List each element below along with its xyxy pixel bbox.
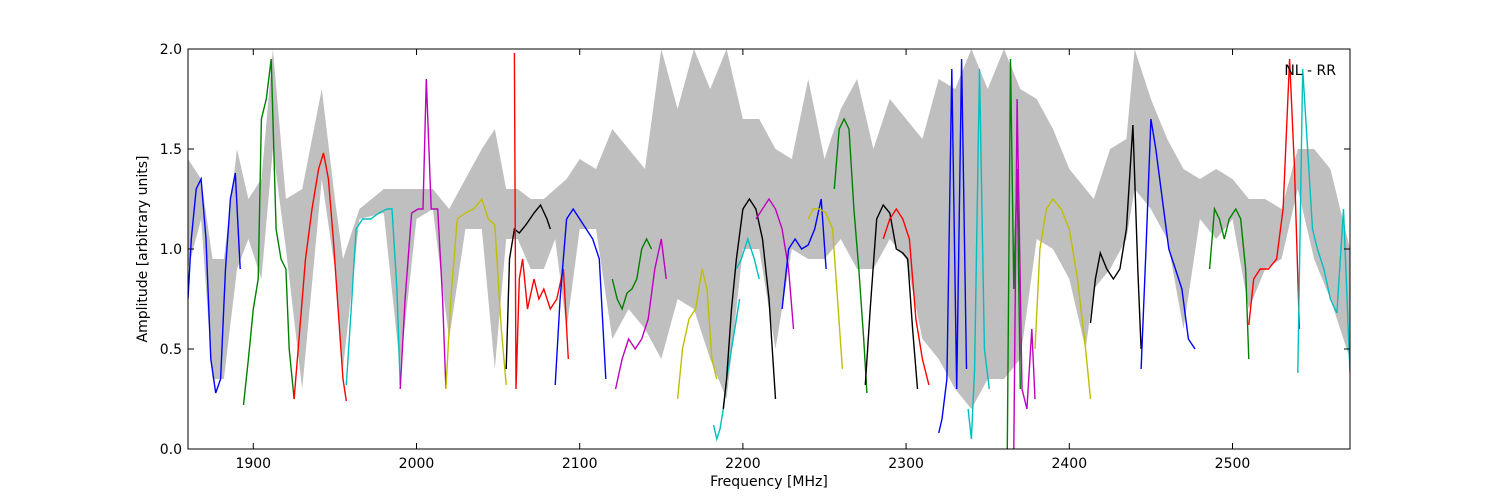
series-line-23 <box>967 68 990 440</box>
series-line-30 <box>1248 58 1301 330</box>
series-line-9 <box>554 207 607 386</box>
series-line-24 <box>1006 58 1021 449</box>
series-line-2 <box>242 58 295 406</box>
y-tick-label: 1.0 <box>160 242 182 258</box>
series-line-28 <box>1140 118 1196 370</box>
series-line-27 <box>1089 124 1142 350</box>
series-line-20 <box>864 203 919 390</box>
series-line-11 <box>614 238 667 390</box>
series-line-4 <box>345 208 401 386</box>
series-line-8 <box>513 52 569 390</box>
series-line-15 <box>735 236 760 280</box>
series-line-5 <box>399 78 447 390</box>
series-line-6 <box>445 197 507 390</box>
series-line-18 <box>807 208 844 370</box>
x-tick-label: 2100 <box>562 456 598 472</box>
series-line-19 <box>833 117 868 394</box>
y-tick-label: 2.0 <box>160 42 182 58</box>
x-tick-label: 2400 <box>1051 456 1087 472</box>
y-axis-ticks: 0.0 0.5 1.0 1.5 2.0 <box>160 42 1350 458</box>
x-axis-ticks: 1900 2000 2100 2200 2300 2400 2500 <box>235 49 1250 472</box>
series-line-1 <box>188 172 241 394</box>
x-tick-label: 2500 <box>1215 456 1251 472</box>
series-line-3 <box>293 152 347 402</box>
series-line-12 <box>676 268 718 400</box>
series-line-22 <box>938 58 968 434</box>
chart-annotation: NL - RR <box>1284 63 1336 79</box>
y-axis-label: Amplitude [arbitrary units] <box>135 156 151 343</box>
y-tick-label: 1.5 <box>160 142 182 158</box>
series-line-7 <box>505 203 551 370</box>
series-line-14 <box>722 197 777 410</box>
x-tick-label: 2000 <box>399 456 435 472</box>
y-tick-label: 0.0 <box>160 442 182 458</box>
y-tick-label: 0.5 <box>160 342 182 358</box>
series-line-21 <box>882 207 930 386</box>
series-line-26 <box>1034 197 1092 400</box>
x-tick-label: 2300 <box>888 456 924 472</box>
x-tick-label: 2200 <box>725 456 761 472</box>
x-axis-label: Frequency [MHz] <box>710 474 828 490</box>
series-line-25 <box>1013 98 1036 449</box>
envelope-band-layer <box>188 49 1350 409</box>
x-tick-label: 1900 <box>235 456 271 472</box>
series-line-10 <box>611 237 653 311</box>
series-layer <box>188 52 1350 449</box>
envelope-band <box>188 49 1350 409</box>
series-line-17 <box>781 198 827 310</box>
series-line-31 <box>1297 68 1350 374</box>
series-line-16 <box>755 197 795 330</box>
series-line-29 <box>1208 206 1250 360</box>
